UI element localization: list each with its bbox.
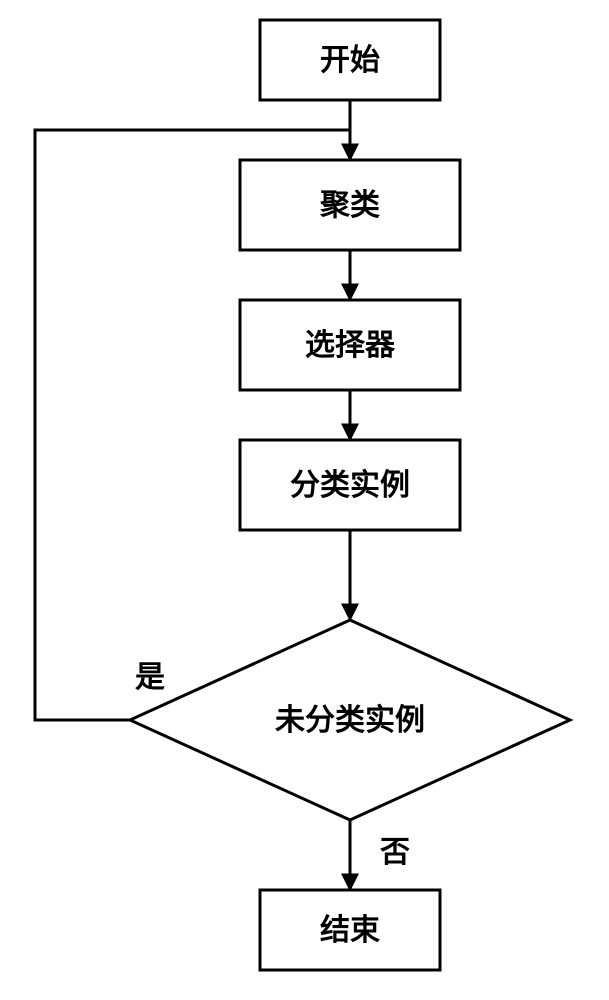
node-decision: 未分类实例	[130, 620, 570, 820]
node-selector: 选择器	[240, 300, 460, 390]
node-classify: 分类实例	[240, 440, 460, 530]
node-decision-label: 未分类实例	[275, 703, 425, 737]
node-start-label: 开始	[320, 44, 380, 77]
node-cluster: 聚类	[240, 160, 460, 250]
flowchart-canvas: 否 是 开始 聚类 选择器 分类实例 未分类实例 结束	[0, 0, 609, 1000]
edge-label-no: 否	[380, 836, 410, 869]
node-cluster-label: 聚类	[319, 189, 380, 222]
edge-label-yes: 是	[135, 661, 165, 694]
node-start: 开始	[260, 20, 440, 100]
node-selector-label: 选择器	[305, 329, 396, 362]
edge-decision-end: 否	[350, 820, 410, 890]
node-end: 结束	[260, 890, 440, 970]
node-end-label: 结束	[320, 914, 380, 947]
node-classify-label: 分类实例	[290, 468, 410, 502]
